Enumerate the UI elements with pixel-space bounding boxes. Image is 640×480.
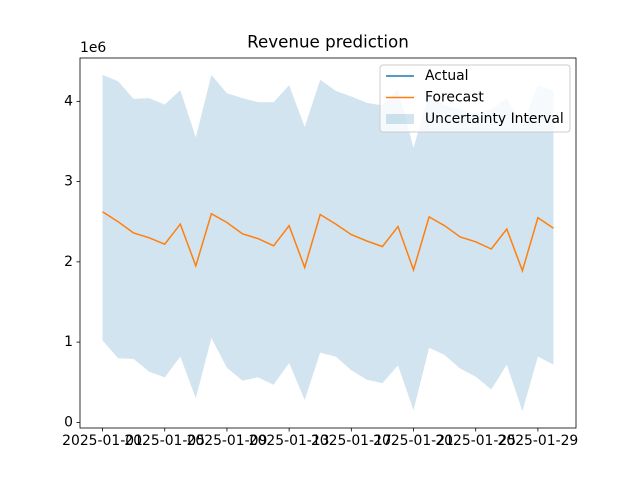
x-tick-label: 2025-01-21 bbox=[373, 433, 454, 449]
x-tick-label: 2025-01-13 bbox=[249, 433, 330, 449]
y-tick-label: 3 bbox=[64, 174, 73, 190]
series-line bbox=[102, 211, 554, 274]
y-offset-label: 1e6 bbox=[80, 40, 106, 56]
plot-frame bbox=[79, 57, 577, 429]
legend-swatch bbox=[386, 114, 414, 124]
x-tick-label: 2025-01-01 bbox=[62, 433, 143, 449]
legend-box bbox=[379, 64, 571, 133]
legend-label: Uncertainty Interval bbox=[425, 111, 564, 127]
legend-label: Forecast bbox=[425, 90, 484, 106]
x-tick-label: 2025-01-09 bbox=[187, 433, 268, 449]
x-tick-label: 2025-01-25 bbox=[435, 433, 516, 449]
y-tick-label: 2 bbox=[64, 254, 73, 270]
uncertainty-band bbox=[102, 74, 554, 412]
x-tick-label: 2025-01-17 bbox=[311, 433, 392, 449]
y-tick-label: 4 bbox=[64, 93, 73, 109]
legend-label: Actual bbox=[425, 68, 469, 84]
y-tick-label: 0 bbox=[64, 414, 73, 430]
y-tick-label: 1 bbox=[64, 334, 73, 350]
x-tick-label: 2025-01-29 bbox=[498, 433, 579, 449]
x-tick-label: 2025-01-05 bbox=[124, 433, 205, 449]
chart-title: Revenue prediction bbox=[247, 32, 409, 52]
